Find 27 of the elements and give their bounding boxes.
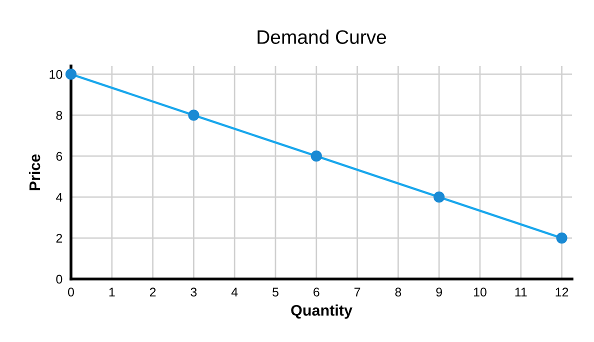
x-tick-label: 9 [436, 288, 442, 297]
y-tick-label: 6 [56, 152, 62, 161]
x-tick-label: 11 [515, 288, 527, 296]
x-tick-label: 0 [68, 288, 74, 297]
x-tick-label: 10 [474, 288, 486, 297]
point [188, 110, 200, 121]
x-tick-label: 12 [556, 288, 568, 296]
point [65, 68, 77, 80]
x-tick-label: 7 [354, 288, 360, 296]
x-tick-label: 6 [314, 288, 320, 297]
y-tick-label: 10 [50, 70, 62, 79]
point [434, 192, 445, 203]
x-axis-title: Quantity [291, 304, 352, 319]
y-tick-label: 4 [56, 193, 62, 202]
y-tick-label: 0 [56, 274, 62, 284]
x-tick-label: 1 [109, 288, 115, 296]
x-tick-label: 5 [272, 288, 278, 297]
y-axis-title: Price [28, 154, 40, 190]
point [310, 150, 322, 162]
point [556, 232, 568, 244]
x-tick-label: 4 [231, 288, 238, 296]
y-tick-label: 2 [56, 234, 62, 243]
chart-title: Demand Curve [258, 30, 386, 44]
x-tick-label: 3 [190, 288, 197, 297]
x-tick-label: 2 [150, 288, 156, 296]
y-tick-label: 8 [56, 110, 62, 120]
x-tick-label: 8 [395, 288, 402, 297]
